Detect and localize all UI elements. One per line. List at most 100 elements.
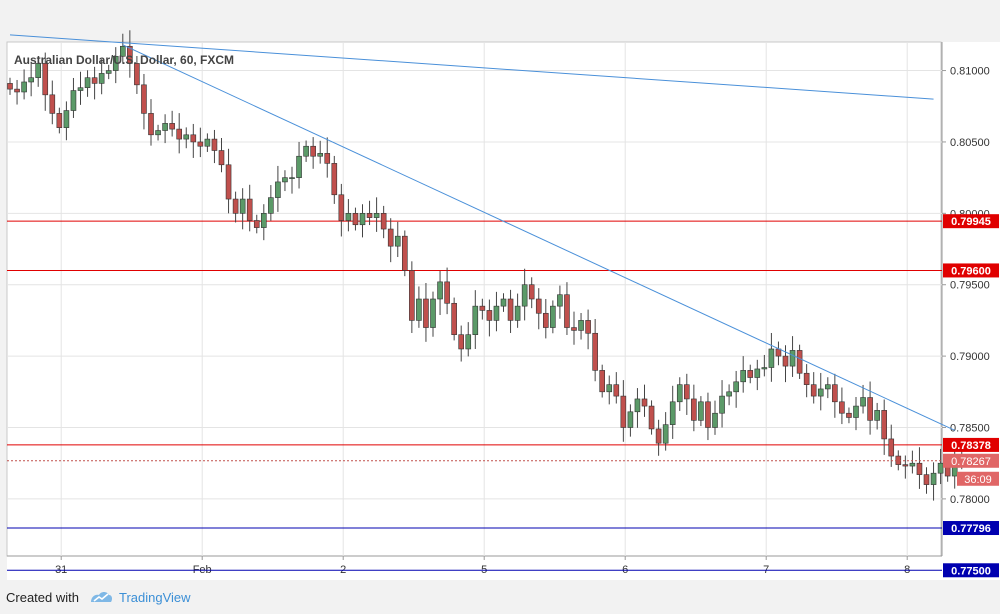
top-strip xyxy=(0,0,1000,42)
candle-body xyxy=(648,405,655,430)
candle-body xyxy=(317,153,324,157)
candle-body xyxy=(479,305,486,311)
candle-body xyxy=(768,348,775,368)
candle xyxy=(310,137,316,169)
candle xyxy=(239,188,246,230)
tradingview-logo-icon[interactable] xyxy=(89,590,113,604)
candle xyxy=(218,137,225,173)
candle xyxy=(648,400,655,435)
candle xyxy=(190,123,197,158)
countdown-box xyxy=(957,471,999,486)
candle-body xyxy=(345,213,352,221)
candle-body xyxy=(860,397,866,407)
candle xyxy=(923,467,930,494)
candle xyxy=(253,214,260,234)
candle-body xyxy=(49,94,56,114)
candle-body xyxy=(211,138,218,151)
candle xyxy=(465,322,472,357)
candle xyxy=(296,141,302,189)
candle-body xyxy=(268,197,274,214)
candle-body xyxy=(303,145,309,157)
candle xyxy=(817,372,824,411)
y-tick-label: 0.79000 xyxy=(950,351,990,363)
candle xyxy=(105,64,112,80)
candle xyxy=(21,69,27,100)
candle-body xyxy=(634,398,641,413)
candle-body xyxy=(550,305,556,328)
candle-body xyxy=(77,87,84,91)
candle-body xyxy=(747,370,754,378)
candle-body xyxy=(141,84,147,114)
candle xyxy=(451,297,457,341)
tradingview-link[interactable]: TradingView xyxy=(118,589,191,605)
candle xyxy=(225,148,232,214)
candle xyxy=(162,114,168,144)
candle xyxy=(712,400,718,435)
candle-body xyxy=(613,384,620,397)
candle-body xyxy=(409,270,415,321)
candle-body xyxy=(585,320,591,334)
candle-body xyxy=(909,462,916,467)
candle-body xyxy=(627,411,634,428)
candle-body xyxy=(35,63,42,78)
candle-body xyxy=(521,284,528,307)
candle xyxy=(839,387,845,425)
candle xyxy=(613,372,620,404)
candle-body xyxy=(204,138,211,147)
candle xyxy=(28,61,34,97)
candle xyxy=(528,277,535,309)
footer: Created with TradingView xyxy=(0,580,1000,614)
candle-body xyxy=(676,384,683,403)
candle xyxy=(211,129,218,164)
candle-body xyxy=(134,63,140,86)
candle-body xyxy=(310,145,316,157)
candle xyxy=(578,312,584,340)
candle xyxy=(444,267,450,315)
candle-body xyxy=(705,401,711,428)
candle-body xyxy=(359,213,366,226)
candle-body xyxy=(444,281,450,304)
candle xyxy=(846,407,852,424)
candle xyxy=(888,424,895,467)
candle xyxy=(416,286,422,328)
candle-body xyxy=(127,45,133,64)
candle xyxy=(472,290,479,349)
y-tick-label: 0.81000 xyxy=(950,66,990,78)
candle-body xyxy=(564,294,570,328)
chart-title: Australian Dollar/U.S. Dollar, 60, FXCM xyxy=(14,53,235,67)
candle-body xyxy=(669,401,676,425)
candle xyxy=(98,59,105,95)
candle xyxy=(42,52,49,111)
candle xyxy=(345,199,352,232)
candle-body xyxy=(592,332,598,371)
candle xyxy=(902,455,909,479)
candle xyxy=(120,33,126,64)
candle-body xyxy=(542,312,549,328)
candle-body xyxy=(155,130,161,136)
candle xyxy=(535,288,542,330)
candle-body xyxy=(578,320,584,331)
candle xyxy=(437,271,443,315)
candle-body xyxy=(84,77,91,88)
candle-body xyxy=(733,381,739,393)
candle xyxy=(134,55,140,94)
candle-body xyxy=(599,370,606,393)
candle-body xyxy=(70,90,77,111)
candle xyxy=(599,364,606,398)
candle xyxy=(761,354,768,377)
candle-body xyxy=(42,63,49,96)
candle-body xyxy=(324,153,331,164)
candle xyxy=(317,140,324,164)
candle-body xyxy=(810,384,817,397)
candle xyxy=(366,200,373,226)
candle-body xyxy=(902,464,909,467)
candle xyxy=(155,124,161,141)
candle-body xyxy=(846,412,852,418)
candle-body xyxy=(698,401,704,421)
candle-body xyxy=(874,410,880,421)
candle xyxy=(232,191,239,223)
price-chart[interactable]: 0.810000.805000.800000.795000.790000.785… xyxy=(0,0,1000,580)
candle xyxy=(56,107,63,134)
candle xyxy=(246,184,253,232)
